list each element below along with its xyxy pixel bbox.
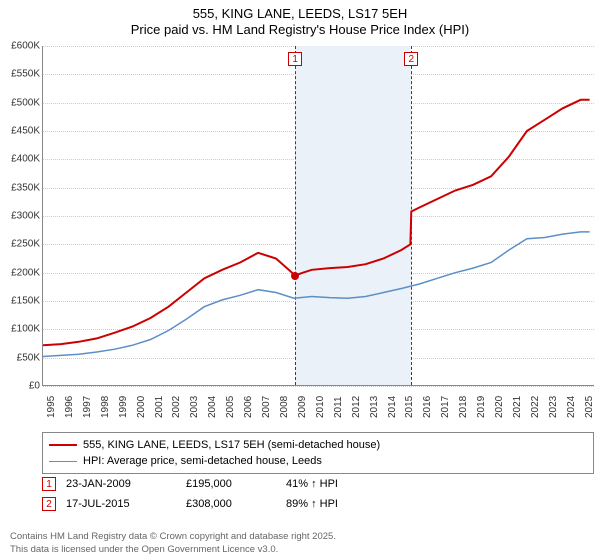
series-svg	[43, 46, 595, 386]
x-tick-label: 2006	[243, 396, 254, 418]
x-tick-label: 1997	[82, 396, 93, 418]
y-tick-label: £450K	[0, 126, 40, 137]
event-row: 1 23-JAN-2009 £195,000 41% ↑ HPI	[42, 474, 594, 494]
footer-line-1: Contains HM Land Registry data © Crown c…	[10, 531, 336, 543]
title-line-1: 555, KING LANE, LEEDS, LS17 5EH	[0, 6, 600, 22]
x-tick-label: 2021	[512, 396, 523, 418]
x-tick-label: 2001	[154, 396, 165, 418]
event-delta: 89% ↑ HPI	[286, 498, 386, 510]
y-tick-label: £550K	[0, 69, 40, 80]
x-tick-label: 2017	[440, 396, 451, 418]
y-tick-label: £50K	[0, 352, 40, 363]
y-tick-label: £400K	[0, 154, 40, 165]
x-tick-label: 2014	[387, 396, 398, 418]
x-tick-label: 1995	[46, 396, 57, 418]
series-hpi	[43, 232, 590, 357]
x-tick-label: 2004	[207, 396, 218, 418]
x-tick-label: 2018	[458, 396, 469, 418]
y-tick-label: £300K	[0, 211, 40, 222]
y-tick-label: £250K	[0, 239, 40, 250]
x-tick-label: 2007	[261, 396, 272, 418]
x-tick-label: 2013	[369, 396, 380, 418]
x-tick-label: 2010	[315, 396, 326, 418]
x-tick-label: 2008	[279, 396, 290, 418]
x-tick-label: 2025	[584, 396, 595, 418]
x-tick-label: 2009	[297, 396, 308, 418]
legend-item-hpi: HPI: Average price, semi-detached house,…	[49, 453, 587, 469]
x-tick-label: 2016	[422, 396, 433, 418]
y-tick-label: £500K	[0, 97, 40, 108]
y-tick-label: £0	[0, 381, 40, 392]
legend-swatch	[49, 461, 77, 462]
event-row: 2 17-JUL-2015 £308,000 89% ↑ HPI	[42, 494, 594, 514]
event-marker: 1	[42, 477, 56, 491]
event-marker: 2	[42, 497, 56, 511]
x-tick-label: 2024	[566, 396, 577, 418]
title-block: 555, KING LANE, LEEDS, LS17 5EH Price pa…	[0, 0, 600, 39]
event-date: 23-JAN-2009	[66, 478, 176, 490]
footer-line-2: This data is licensed under the Open Gov…	[10, 544, 336, 556]
legend-item-price-paid: 555, KING LANE, LEEDS, LS17 5EH (semi-de…	[49, 437, 587, 453]
footer: Contains HM Land Registry data © Crown c…	[10, 531, 336, 556]
y-tick-label: £200K	[0, 267, 40, 278]
x-tick-label: 2011	[333, 396, 344, 418]
y-tick-label: £100K	[0, 324, 40, 335]
chart-container: 555, KING LANE, LEEDS, LS17 5EH Price pa…	[0, 0, 600, 560]
y-tick-label: £350K	[0, 182, 40, 193]
event-date: 17-JUL-2015	[66, 498, 176, 510]
events-table: 1 23-JAN-2009 £195,000 41% ↑ HPI 2 17-JU…	[42, 474, 594, 514]
event-delta: 41% ↑ HPI	[286, 478, 386, 490]
x-tick-label: 2019	[476, 396, 487, 418]
event-price: £308,000	[186, 498, 276, 510]
plot-area: 12	[42, 46, 594, 386]
x-tick-label: 2005	[225, 396, 236, 418]
x-tick-label: 2002	[171, 396, 182, 418]
legend-label: HPI: Average price, semi-detached house,…	[83, 455, 322, 467]
legend: 555, KING LANE, LEEDS, LS17 5EH (semi-de…	[42, 432, 594, 474]
legend-swatch	[49, 444, 77, 446]
title-line-2: Price paid vs. HM Land Registry's House …	[0, 22, 600, 38]
x-tick-label: 2000	[136, 396, 147, 418]
x-tick-label: 2020	[494, 396, 505, 418]
legend-label: 555, KING LANE, LEEDS, LS17 5EH (semi-de…	[83, 439, 380, 451]
x-tick-label: 1996	[64, 396, 75, 418]
x-tick-label: 2003	[189, 396, 200, 418]
y-tick-label: £150K	[0, 296, 40, 307]
series-price_paid	[43, 100, 590, 345]
x-tick-label: 2012	[351, 396, 362, 418]
x-tick-label: 2015	[404, 396, 415, 418]
event-price: £195,000	[186, 478, 276, 490]
x-tick-label: 1998	[100, 396, 111, 418]
y-tick-label: £600K	[0, 41, 40, 52]
x-tick-label: 2022	[530, 396, 541, 418]
x-tick-label: 2023	[548, 396, 559, 418]
x-tick-label: 1999	[118, 396, 129, 418]
